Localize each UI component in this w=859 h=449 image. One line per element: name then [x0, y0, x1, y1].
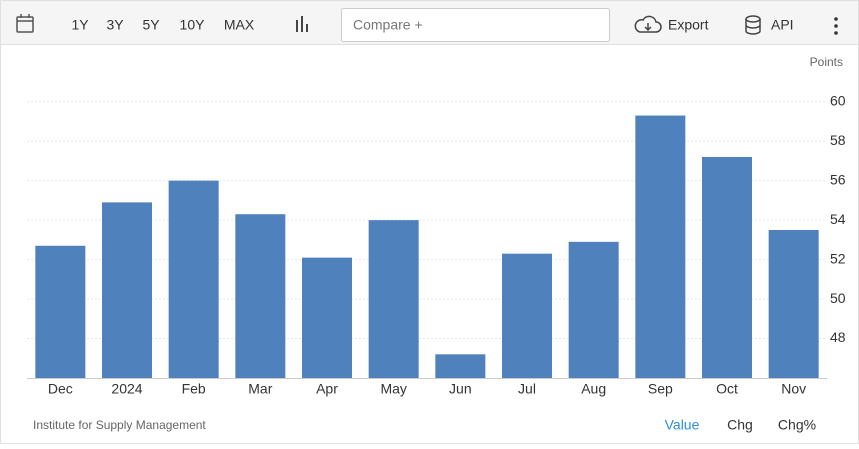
export-icon[interactable] — [634, 15, 662, 33]
x-tick-label: May — [380, 381, 406, 397]
source: Institute for Supply Management — [33, 418, 206, 432]
x-tick-label: Jul — [518, 381, 536, 397]
bar — [435, 354, 486, 378]
bar — [102, 202, 152, 378]
mode-button[interactable]: Chg — [727, 417, 753, 433]
range-button[interactable]: 10Y — [180, 17, 206, 33]
range-button[interactable]: MAX — [224, 17, 255, 33]
bar — [768, 230, 819, 378]
unit-label: Points — [810, 55, 843, 69]
bar — [302, 257, 352, 378]
compare-placeholder[interactable]: Compare + — [353, 17, 423, 33]
x-tick-label: Aug — [581, 381, 606, 397]
mode-button[interactable]: Value — [665, 417, 700, 433]
calendar-icon[interactable] — [16, 14, 34, 33]
compare-input[interactable] — [341, 8, 610, 42]
y-tick-label: 50 — [830, 290, 846, 306]
y-tick-label: 48 — [830, 329, 846, 345]
bar — [702, 156, 752, 378]
x-tick-label: Feb — [182, 381, 206, 397]
x-tick-label: Apr — [316, 381, 338, 397]
mode-button[interactable]: Chg% — [778, 417, 816, 433]
bar — [168, 180, 219, 378]
y-tick-label: 54 — [830, 211, 846, 227]
bar — [368, 220, 419, 378]
bar — [235, 214, 286, 378]
api-icon[interactable] — [745, 15, 761, 35]
range-button[interactable]: 5Y — [142, 17, 160, 33]
chart-type-icon[interactable] — [296, 16, 308, 32]
api-button[interactable]: API — [771, 17, 794, 33]
range-button[interactable]: 3Y — [106, 17, 124, 33]
export-button[interactable]: Export — [668, 17, 709, 33]
plot: 48 50 52 54 56 58 60 Dec 2024 Feb Mar Apr May Jun Jul A… — [27, 92, 846, 397]
x-tick-label: Dec — [48, 381, 73, 397]
x-tick-label: Nov — [781, 381, 806, 397]
bar — [35, 245, 86, 378]
bar — [568, 241, 619, 378]
menu-icon[interactable] — [834, 17, 838, 35]
y-tick-label: 58 — [830, 132, 846, 148]
y-tick-label: 60 — [830, 92, 846, 108]
x-tick-label: Mar — [248, 381, 272, 397]
y-tick-label: 52 — [830, 250, 846, 266]
y-tick-label: 56 — [830, 171, 846, 187]
x-tick-label: Sep — [648, 381, 673, 397]
bar — [502, 253, 552, 378]
x-tick-label: 2024 — [111, 381, 142, 397]
x-tick-label: Oct — [716, 381, 738, 397]
bar — [635, 115, 686, 379]
range-button[interactable]: 1Y — [71, 17, 89, 33]
x-tick-label: Jun — [449, 381, 472, 397]
